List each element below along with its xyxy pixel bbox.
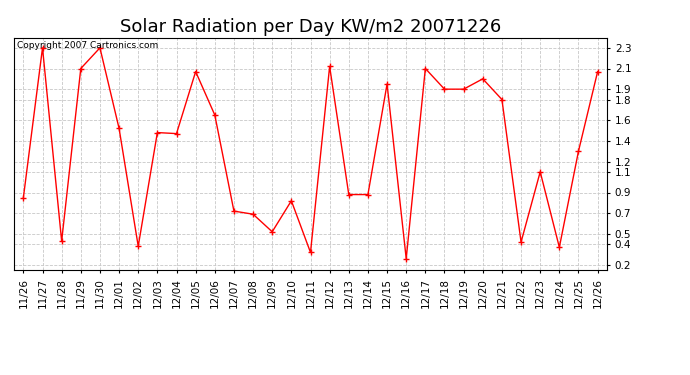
Text: Copyright 2007 Cartronics.com: Copyright 2007 Cartronics.com xyxy=(17,41,158,50)
Title: Solar Radiation per Day KW/m2 20071226: Solar Radiation per Day KW/m2 20071226 xyxy=(120,18,501,36)
